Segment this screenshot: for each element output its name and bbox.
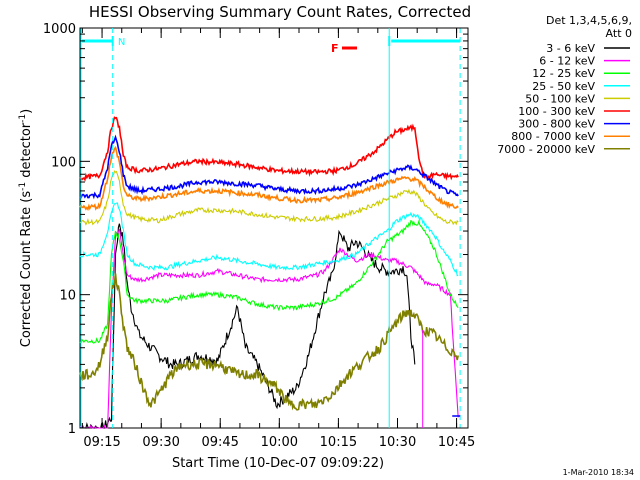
legend-label: 6 - 12 keV bbox=[539, 55, 595, 68]
legend-label: 300 - 800 keV bbox=[518, 118, 595, 131]
x-tick-label: 10:15 bbox=[320, 435, 357, 450]
flare-label: F bbox=[331, 42, 339, 55]
legend-label: 50 - 100 keV bbox=[525, 92, 595, 105]
legend-label: 800 - 7000 keV bbox=[511, 130, 595, 143]
x-tick-label: 10:30 bbox=[379, 435, 416, 450]
footer-timestamp: 1-Mar-2010 18:34 bbox=[563, 468, 634, 477]
y-tick-label: 1 bbox=[68, 422, 76, 437]
legend-title-line1: Det 1,3,4,5,6,9, bbox=[546, 14, 632, 27]
y-tick-label: 10 bbox=[59, 289, 76, 304]
series-line bbox=[79, 273, 459, 411]
x-tick-label: 09:45 bbox=[201, 435, 238, 450]
legend-label: 7000 - 20000 keV bbox=[497, 143, 595, 156]
series-line bbox=[79, 116, 459, 182]
attenuator-label: N bbox=[118, 37, 125, 48]
x-axis-label: Start Time (10-Dec-07 09:09:22) bbox=[172, 456, 384, 471]
axis-layer: 1 10 100 1000 09:15 09:30 09:45 10:00 10:15 10:30… bbox=[43, 22, 475, 450]
chart-title: HESSI Observing Summary Count Rates, Cor… bbox=[89, 3, 471, 21]
legend-title-line2: Att 0 bbox=[606, 27, 632, 40]
x-tick-label: 10:00 bbox=[261, 435, 298, 450]
legend-label: 3 - 6 keV bbox=[546, 42, 595, 55]
x-tick-label: 09:15 bbox=[83, 435, 120, 450]
series-line bbox=[79, 134, 459, 200]
series-line bbox=[79, 229, 459, 429]
x-tick-label: 09:30 bbox=[142, 435, 179, 450]
series-line bbox=[79, 170, 459, 226]
y-tick-label: 1000 bbox=[43, 22, 76, 37]
legend-label: 100 - 300 keV bbox=[518, 105, 595, 118]
plot-frame bbox=[79, 27, 469, 429]
series-line bbox=[79, 219, 459, 345]
legend-label: 25 - 50 keV bbox=[532, 80, 595, 93]
x-tick-label: 10:45 bbox=[438, 435, 475, 450]
series-line bbox=[79, 202, 459, 277]
series-layer bbox=[79, 116, 459, 429]
series-line bbox=[79, 145, 459, 212]
y-tick-label: 100 bbox=[51, 155, 76, 170]
series-line bbox=[79, 223, 416, 429]
y-axis-label: Corrected Count Rate (s-1 detector-1) bbox=[18, 109, 34, 347]
legend-label: 12 - 25 keV bbox=[532, 67, 595, 80]
